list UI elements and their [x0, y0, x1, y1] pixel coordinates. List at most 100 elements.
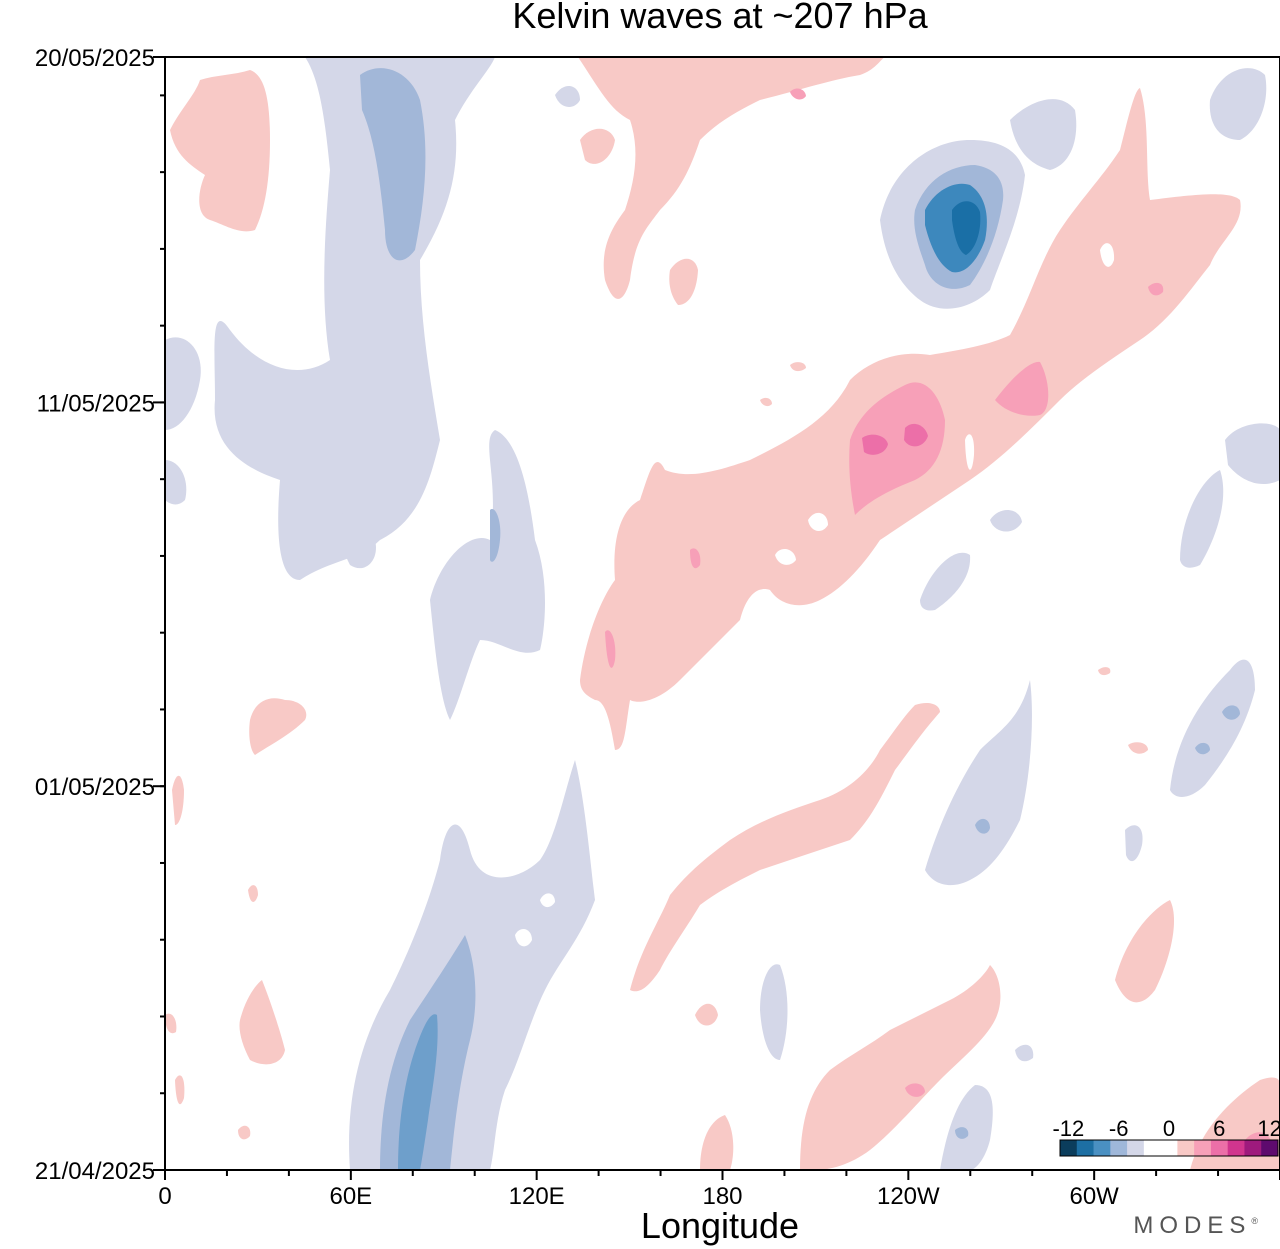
y-tick-label: 01/05/2025 [35, 774, 155, 801]
negative-anomaly-region [990, 510, 1022, 532]
negative-anomaly-region [555, 85, 580, 107]
positive-anomaly-region [905, 1083, 925, 1097]
positive-anomaly-region [700, 1115, 734, 1170]
y-tick-label: 11/05/2025 [37, 390, 155, 417]
negative-anomaly-region [1195, 742, 1210, 755]
positive-anomaly-region [175, 1075, 185, 1105]
brand-name: MODES [1133, 1212, 1252, 1239]
colorbar-swatch [1227, 1140, 1245, 1156]
colorbar-swatch [1160, 1140, 1178, 1156]
y-axis: 21/04/2025 01/05/2025 11/05/2025 20/05/2025 [35, 45, 165, 1185]
positive-anomaly-region [690, 548, 701, 569]
negative-anomaly-region [214, 57, 495, 580]
zero-gap [775, 548, 796, 565]
modes-logo: MODES® [1133, 1212, 1258, 1240]
positive-anomaly-region [1148, 282, 1164, 296]
colorbar-label: 12 [1257, 1116, 1280, 1141]
x-tick-label: 0 [158, 1183, 171, 1210]
positive-anomaly-region [695, 1003, 718, 1026]
negative-anomaly-region [1180, 470, 1224, 568]
positive-anomaly-region [1128, 742, 1148, 754]
colorbar: -12 -6 0 6 12 [1052, 1116, 1280, 1157]
colorbar-label: 6 [1213, 1116, 1225, 1141]
x-tick-label: 60E [329, 1183, 372, 1210]
colorbar-swatch [1261, 1140, 1279, 1156]
positive-anomaly-region [800, 965, 1001, 1170]
negative-anomaly-region [760, 964, 788, 1060]
positive-anomaly-region [995, 361, 1049, 416]
colorbar-swatch [1177, 1140, 1195, 1156]
zero-gap [515, 928, 532, 947]
positive-anomaly-region [172, 775, 184, 825]
zero-gap [808, 512, 828, 532]
negative-anomaly-region [1010, 99, 1077, 170]
positive-anomaly-region [904, 423, 928, 447]
negative-anomaly-region [1015, 1044, 1034, 1062]
colorbar-label: -6 [1109, 1116, 1129, 1141]
negative-anomaly-region [430, 430, 545, 720]
zero-gap [1100, 243, 1115, 267]
x-tick-label: 120E [509, 1183, 565, 1210]
positive-anomaly-region [790, 88, 806, 100]
x-axis: 0 60E 120E 180 120W 60W [158, 1170, 1280, 1210]
positive-anomaly-region [862, 434, 888, 455]
negative-anomaly-region [920, 552, 971, 611]
positive-anomaly-region [239, 980, 285, 1065]
x-axis-label: Longitude [641, 1205, 799, 1246]
y-tick-label: 20/05/2025 [35, 45, 155, 72]
positive-anomaly-region [630, 702, 940, 992]
negative-anomaly-region [339, 511, 376, 569]
colorbar-swatch [1060, 1140, 1078, 1156]
negative-anomaly-region [398, 1014, 438, 1170]
negative-anomaly-region [165, 460, 187, 505]
negative-anomaly-region [360, 68, 426, 261]
positive-anomaly-region [170, 70, 270, 232]
colorbar-swatch [1143, 1140, 1162, 1156]
positive-anomaly-region [580, 128, 615, 164]
negative-anomaly-region [975, 818, 990, 834]
positive-anomaly-region [790, 362, 806, 372]
negative-anomaly-region [490, 509, 501, 562]
negative-anomaly-region [1222, 705, 1240, 720]
zero-gap [540, 893, 555, 908]
negative-anomaly-region [955, 1127, 969, 1139]
negative-anomaly-region [925, 680, 1032, 886]
x-tick-label: 60W [1069, 1183, 1119, 1210]
colorbar-frame [1059, 1139, 1279, 1157]
negative-anomaly-region [1125, 825, 1143, 862]
colorbar-swatch [1194, 1140, 1212, 1156]
positive-anomaly-region [1115, 900, 1175, 1003]
x-tick-label: 120W [877, 1183, 940, 1210]
brand-mark: ® [1251, 1216, 1258, 1226]
positive-anomaly-region [669, 258, 698, 305]
colorbar-swatch [1244, 1140, 1262, 1156]
chart-title: Kelvin waves at ~207 hPa [512, 0, 928, 36]
negative-anomaly-region [940, 1085, 993, 1170]
colorbar-swatch [1110, 1140, 1128, 1156]
colorbar-swatch [1076, 1140, 1095, 1156]
positive-anomaly-region [849, 382, 945, 515]
negative-anomaly-region [165, 337, 201, 430]
positive-anomaly-region [605, 630, 616, 668]
x-tick-label: 180 [702, 1183, 742, 1210]
positive-anomaly-region [248, 885, 258, 902]
y-tick-label: 21/04/2025 [35, 1158, 155, 1185]
positive-anomaly-region [238, 1125, 251, 1140]
positive-anomaly-region [578, 57, 885, 299]
positive-anomaly-region [165, 1013, 177, 1034]
positive-anomaly-region [1098, 667, 1111, 676]
zero-gap [965, 434, 975, 470]
colorbar-label: -12 [1052, 1116, 1084, 1141]
negative-anomaly-region [952, 201, 981, 255]
colorbar-swatch [1127, 1140, 1145, 1156]
negative-anomaly-region [1170, 659, 1255, 797]
negative-anomaly-region [1209, 68, 1267, 140]
positive-anomaly-region [249, 698, 307, 755]
negative-anomaly-region [1225, 423, 1280, 485]
colorbar-swatch [1210, 1140, 1229, 1156]
colorbar-label: 0 [1163, 1116, 1175, 1141]
colorbar-swatch [1093, 1140, 1111, 1156]
positive-anomaly-region [760, 397, 772, 407]
anomaly-field [165, 57, 1280, 1170]
